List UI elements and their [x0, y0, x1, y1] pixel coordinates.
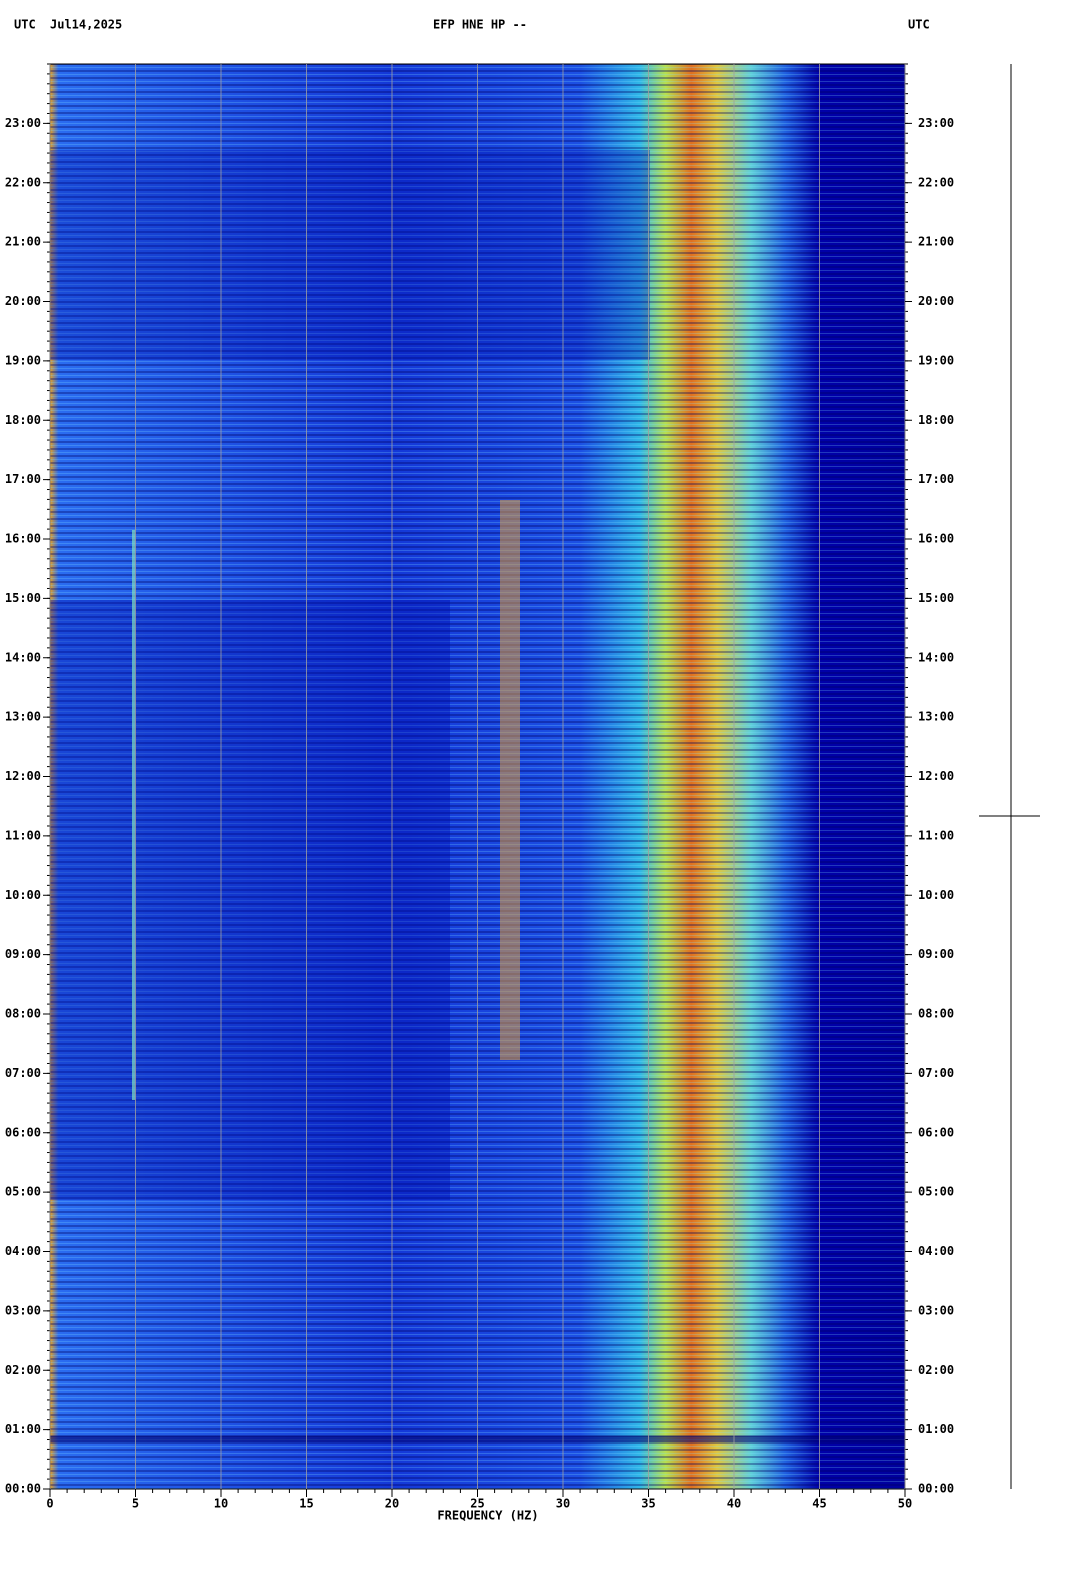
- y-tick-label-right: 00:00: [918, 1482, 954, 1496]
- header-right: UTC: [908, 18, 930, 32]
- chart-title: EFP HNE HP --: [433, 18, 527, 32]
- spectrogram-band: [500, 500, 520, 1060]
- y-tick-label: 20:00: [5, 294, 41, 308]
- x-tick-label: 0: [46, 1497, 53, 1511]
- x-tick-label: 20: [385, 1497, 399, 1511]
- y-tick-label: 01:00: [5, 1422, 41, 1436]
- y-tick-label: 13:00: [5, 710, 41, 724]
- y-tick-label: 16:00: [5, 532, 41, 546]
- x-tick-label: 5: [132, 1497, 139, 1511]
- y-tick-label-right: 10:00: [918, 888, 954, 902]
- x-tick-label: 10: [214, 1497, 228, 1511]
- spectrogram-shade: [50, 600, 450, 1200]
- y-tick-label: 10:00: [5, 888, 41, 902]
- x-tick-label: 30: [556, 1497, 570, 1511]
- y-tick-label: 09:00: [5, 947, 41, 961]
- y-tick-label-right: 15:00: [918, 591, 954, 605]
- y-tick-label-right: 08:00: [918, 1007, 954, 1021]
- y-tick-label: 03:00: [5, 1303, 41, 1317]
- y-tick-label-right: 05:00: [918, 1185, 954, 1199]
- y-tick-label-right: 23:00: [918, 116, 954, 130]
- y-tick-label: 05:00: [5, 1185, 41, 1199]
- y-tick-label: 18:00: [5, 413, 41, 427]
- y-tick-label-right: 12:00: [918, 769, 954, 783]
- y-tick-label-right: 16:00: [918, 532, 954, 546]
- y-tick-label-right: 06:00: [918, 1125, 954, 1139]
- y-tick-label-right: 13:00: [918, 710, 954, 724]
- y-tick-label: 11:00: [5, 828, 41, 842]
- x-axis-label: FREQUENCY (HZ): [437, 1509, 538, 1523]
- y-tick-label: 21:00: [5, 235, 41, 249]
- y-tick-label: 22:00: [5, 175, 41, 189]
- x-tick-label: 25: [470, 1497, 484, 1511]
- y-tick-label: 15:00: [5, 591, 41, 605]
- x-tick-label: 35: [641, 1497, 655, 1511]
- y-tick-label: 23:00: [5, 116, 41, 130]
- x-tick-label: 50: [898, 1497, 912, 1511]
- y-tick-label-right: 03:00: [918, 1303, 954, 1317]
- y-tick-label: 14:00: [5, 650, 41, 664]
- y-tick-label: 06:00: [5, 1125, 41, 1139]
- x-tick-label: 45: [812, 1497, 826, 1511]
- x-tick-label: 40: [727, 1497, 741, 1511]
- y-tick-label-right: 02:00: [918, 1363, 954, 1377]
- y-tick-label: 12:00: [5, 769, 41, 783]
- y-tick-label-right: 11:00: [918, 828, 954, 842]
- y-tick-label-right: 19:00: [918, 353, 954, 367]
- y-tick-label: 19:00: [5, 353, 41, 367]
- y-tick-label: 08:00: [5, 1007, 41, 1021]
- y-tick-label-right: 07:00: [918, 1066, 954, 1080]
- y-tick-label: 00:00: [5, 1482, 41, 1496]
- y-tick-label-right: 18:00: [918, 413, 954, 427]
- y-tick-label-right: 09:00: [918, 947, 954, 961]
- y-tick-label-right: 04:00: [918, 1244, 954, 1258]
- y-tick-label-right: 14:00: [918, 650, 954, 664]
- header-left: UTC: [14, 18, 36, 32]
- header-date: Jul14,2025: [50, 18, 122, 32]
- x-tick-label: 15: [299, 1497, 313, 1511]
- y-tick-label: 04:00: [5, 1244, 41, 1258]
- y-tick-label-right: 01:00: [918, 1422, 954, 1436]
- y-tick-label: 02:00: [5, 1363, 41, 1377]
- y-tick-label: 07:00: [5, 1066, 41, 1080]
- spectrogram-shade: [50, 150, 650, 360]
- y-tick-label: 17:00: [5, 472, 41, 486]
- y-tick-label-right: 17:00: [918, 472, 954, 486]
- spectrogram-line: [132, 530, 135, 1100]
- y-tick-label-right: 20:00: [918, 294, 954, 308]
- y-tick-label-right: 22:00: [918, 175, 954, 189]
- y-tick-label-right: 21:00: [918, 235, 954, 249]
